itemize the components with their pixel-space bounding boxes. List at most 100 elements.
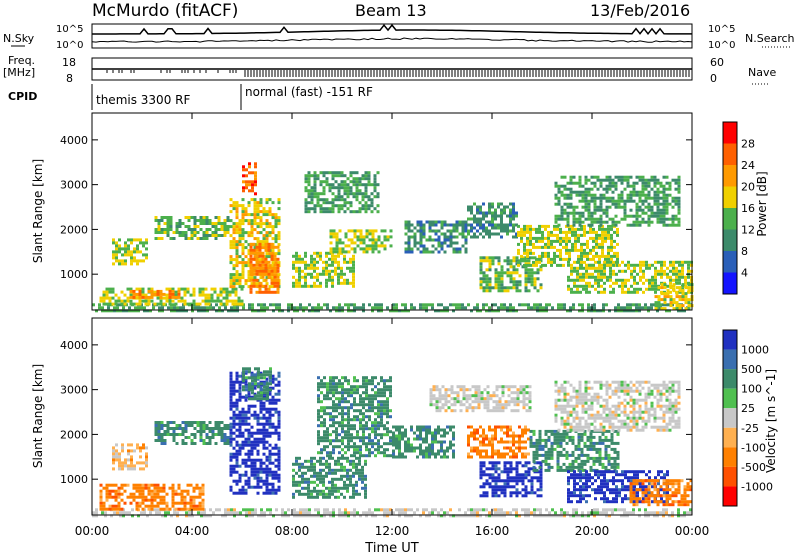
- power-cell: [586, 254, 589, 258]
- velocity-cell: [344, 511, 347, 515]
- velocity-cell: [266, 508, 269, 512]
- power-cell: [515, 259, 519, 263]
- velocity-cell: [145, 455, 148, 459]
- power-cell: [566, 220, 570, 224]
- power-cell: [647, 190, 651, 194]
- power-cell: [641, 181, 645, 185]
- power-cell: [313, 174, 317, 178]
- power-cell: [567, 287, 570, 291]
- power-cell: [529, 227, 532, 231]
- power-cell: [301, 260, 304, 264]
- power-cell: [353, 229, 357, 233]
- power-cell: [316, 266, 319, 270]
- power-cell: [574, 245, 577, 249]
- velocity-cell: [224, 511, 227, 515]
- power-cell: [128, 306, 131, 310]
- velocity-cell: [347, 511, 350, 515]
- power-cell: [479, 226, 482, 230]
- velocity-cell: [605, 508, 608, 512]
- velocity-cell: [292, 468, 295, 472]
- velocity-cell: [147, 504, 151, 508]
- power-cell: [654, 284, 657, 288]
- velocity-cell: [195, 486, 199, 490]
- power-cell: [581, 184, 585, 188]
- velocity-cell: [259, 410, 263, 414]
- power-cell: [343, 183, 347, 187]
- power-cell: [129, 299, 133, 303]
- power-cell: [650, 187, 654, 191]
- power-cell: [533, 286, 537, 290]
- power-cell: [675, 307, 679, 311]
- power-cell: [482, 280, 486, 284]
- velocity-cell: [323, 406, 326, 410]
- velocity-cell: [247, 392, 251, 396]
- power-cell: [467, 208, 470, 212]
- power-cell: [308, 303, 311, 307]
- velocity-cell: [205, 424, 209, 427]
- power-cell: [187, 228, 191, 231]
- power-cell: [292, 266, 295, 270]
- velocity-cell: [292, 462, 295, 466]
- power-cell: [568, 236, 571, 240]
- velocity-cell: [247, 404, 251, 408]
- power-cell: [569, 211, 573, 215]
- velocity-cell: [548, 511, 551, 515]
- velocity-cell: [281, 508, 284, 512]
- velocity-cell: [292, 495, 295, 499]
- power-cell: [611, 202, 615, 206]
- power-cell: [253, 255, 257, 259]
- velocity-cell: [247, 437, 251, 441]
- power-cell: [579, 272, 582, 276]
- power-cell: [362, 238, 366, 242]
- velocity-cell: [244, 437, 248, 441]
- velocity-cell: [317, 394, 320, 398]
- power-cell: [392, 303, 395, 307]
- power-cell: [265, 201, 269, 205]
- power-cell: [240, 287, 244, 291]
- power-cell: [485, 214, 488, 218]
- velocity-cell: [202, 439, 206, 442]
- power-cell: [512, 286, 516, 290]
- power-cell: [677, 202, 681, 206]
- velocity-cell: [338, 508, 341, 512]
- power-cell: [586, 239, 589, 243]
- power-cell: [520, 254, 523, 258]
- power-cell: [494, 286, 498, 290]
- velocity-cell: [153, 489, 157, 493]
- power-cell: [656, 190, 660, 194]
- velocity-cell: [117, 504, 121, 508]
- velocity-cell: [166, 427, 170, 430]
- power-cell: [349, 210, 353, 214]
- power-cell: [201, 287, 205, 291]
- power-cell: [494, 303, 497, 307]
- power-cell: [264, 290, 268, 294]
- power-cell: [258, 251, 262, 255]
- velocity-cell: [262, 431, 266, 435]
- power-cell: [602, 196, 606, 200]
- power-cell: [310, 284, 313, 288]
- power-cell: [659, 214, 663, 218]
- power-cell: [605, 303, 608, 307]
- velocity-cell: [274, 377, 278, 381]
- power-cell: [322, 207, 326, 211]
- velocity-cell: [313, 471, 316, 475]
- velocity-cell: [364, 474, 367, 478]
- power-cell: [217, 228, 221, 231]
- power-cell: [539, 306, 542, 310]
- velocity-cell: [263, 373, 266, 377]
- velocity-cell: [377, 508, 380, 512]
- power-cell: [261, 272, 265, 276]
- power-cell: [331, 174, 335, 178]
- power-cell: [633, 278, 636, 282]
- velocity-cell: [611, 508, 614, 512]
- power-cell: [241, 216, 245, 220]
- power-cell: [632, 309, 635, 313]
- power-cell: [138, 299, 142, 303]
- velocity-cell: [274, 452, 278, 456]
- power-cell: [329, 232, 333, 236]
- power-cell: [635, 208, 639, 212]
- velocity-cell: [656, 511, 659, 515]
- power-cell: [242, 174, 245, 178]
- power-cell: [234, 287, 238, 291]
- power-cell: [256, 210, 260, 214]
